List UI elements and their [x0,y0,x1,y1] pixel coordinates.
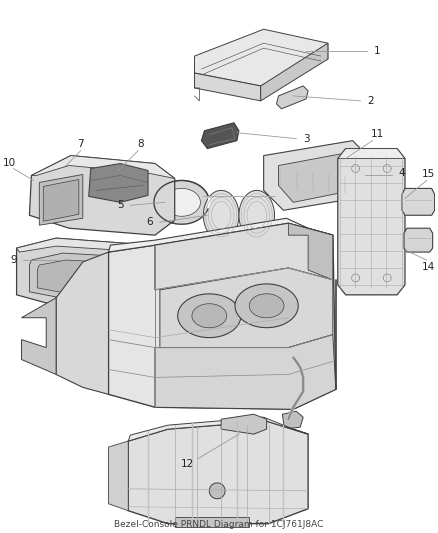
Text: 6: 6 [147,217,153,227]
Polygon shape [109,441,128,511]
Text: Bezel-Console PRNDL Diagram for 1CJ761J8AC: Bezel-Console PRNDL Diagram for 1CJ761J8… [113,520,323,529]
Text: 1: 1 [374,46,381,56]
Polygon shape [194,73,261,101]
Polygon shape [21,298,56,375]
Polygon shape [402,188,434,215]
Polygon shape [283,411,303,429]
Polygon shape [264,141,372,211]
Polygon shape [338,149,405,158]
Polygon shape [17,238,165,312]
Polygon shape [192,304,227,328]
Text: 4: 4 [399,168,405,179]
Polygon shape [175,516,249,527]
Polygon shape [276,86,308,109]
Text: 15: 15 [422,169,435,180]
Text: 3: 3 [303,134,310,144]
Polygon shape [128,421,308,523]
Polygon shape [178,294,241,337]
Polygon shape [109,223,336,409]
Polygon shape [109,218,333,252]
Polygon shape [32,156,175,179]
Polygon shape [128,417,308,441]
Polygon shape [194,29,328,86]
Polygon shape [160,268,333,348]
Polygon shape [17,238,165,258]
Text: 7: 7 [78,139,84,149]
Polygon shape [163,188,201,216]
Text: 9: 9 [11,255,17,265]
Polygon shape [37,260,148,293]
Polygon shape [221,414,267,434]
Polygon shape [56,252,109,394]
Polygon shape [155,335,336,409]
Polygon shape [239,190,275,240]
Polygon shape [338,149,405,295]
Polygon shape [43,180,79,221]
Text: 10: 10 [3,158,16,167]
Text: 12: 12 [181,459,194,469]
Polygon shape [29,253,155,298]
Text: 11: 11 [371,128,384,139]
Polygon shape [203,190,239,240]
Text: 2: 2 [367,96,374,106]
Polygon shape [89,164,148,203]
Text: 14: 14 [422,262,435,272]
Polygon shape [404,228,433,252]
Polygon shape [201,123,239,149]
Polygon shape [29,156,175,235]
Polygon shape [155,223,333,290]
Text: 5: 5 [117,200,124,211]
Polygon shape [288,223,333,280]
Polygon shape [235,284,298,328]
Text: 8: 8 [137,139,143,149]
Polygon shape [39,174,83,225]
Polygon shape [154,181,209,224]
Polygon shape [279,152,363,203]
Polygon shape [249,294,284,318]
Polygon shape [261,43,328,101]
Polygon shape [209,483,225,499]
